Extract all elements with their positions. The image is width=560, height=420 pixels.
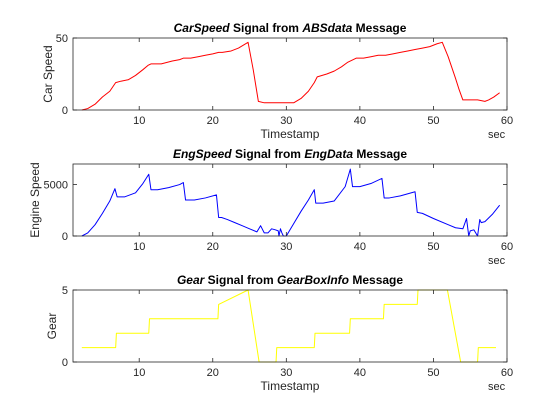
title-part: EngSpeed (173, 147, 232, 161)
y-tick-label: 5 (62, 285, 68, 297)
subplot-engine-speed: EngSpeed Signal from EngData Message 10 2… (28, 147, 513, 267)
x-tick-label: 40 (354, 241, 366, 253)
axes-box (72, 289, 508, 363)
x-tick-label: 10 (133, 241, 145, 253)
x-unit-label: sec (488, 129, 506, 141)
x-tick-label: 40 (354, 115, 366, 127)
x-tick-label: 30 (280, 367, 292, 379)
title-part: GearBoxInfo (277, 273, 349, 287)
title-part: CarSpeed (174, 21, 231, 35)
title-part: Signal from (204, 273, 277, 287)
x-tick-label: 60 (501, 241, 513, 253)
x-tick-label: 20 (207, 367, 219, 379)
x-tick-label: 50 (427, 241, 439, 253)
y-tick-label: 50 (56, 33, 68, 45)
series-line-0 (81, 168, 501, 237)
x-tick-label: 50 (427, 115, 439, 127)
x-tick-label: 30 (280, 241, 292, 253)
x-tick-label: 30 (280, 115, 292, 127)
x-unit-label: sec (488, 255, 506, 267)
y-axis-label: Engine Speed (28, 162, 42, 237)
x-tick-label: 40 (354, 367, 366, 379)
x-axis-label: Timestamp (261, 379, 320, 393)
x-tick-label: 60 (501, 367, 513, 379)
title-part: ABSdata (301, 21, 352, 35)
x-axis-label: Timestamp (261, 127, 320, 141)
series-line-0 (81, 41, 500, 111)
y-tick-label: 0 (62, 231, 68, 243)
chart-title: EngSpeed Signal from EngData Message (173, 147, 407, 161)
title-part: Message (352, 21, 406, 35)
y-tick-label: 5000 (44, 180, 68, 192)
x-tick-label: 20 (207, 241, 219, 253)
title-part: Gear (177, 273, 206, 287)
subplot-gear: Gear Signal from GearBoxInfo Message 10 2… (45, 273, 513, 393)
x-tick-label: 10 (133, 115, 145, 127)
title-part: Message (349, 273, 403, 287)
subplot-car-speed: CarSpeed Signal from ABSdata Message 10 2… (41, 21, 513, 141)
title-part: Signal from (230, 21, 303, 35)
title-part: Message (353, 147, 407, 161)
y-axis-label: Gear (45, 313, 59, 340)
axes-box (72, 163, 508, 237)
x-tick-label: 20 (207, 115, 219, 127)
axes-box (72, 37, 508, 111)
title-part: Signal from (232, 147, 305, 161)
x-tick-label: 10 (133, 367, 145, 379)
x-tick-label: 60 (501, 115, 513, 127)
y-tick-label: 0 (62, 357, 68, 369)
chart-title: CarSpeed Signal from ABSdata Message (174, 21, 407, 35)
chart-title: Gear Signal from GearBoxInfo Message (177, 273, 403, 287)
x-unit-label: sec (488, 381, 506, 393)
y-tick-label: 0 (62, 105, 68, 117)
x-tick-label: 50 (427, 367, 439, 379)
title-part: EngData (304, 147, 353, 161)
y-axis-label: Car Speed (41, 45, 55, 102)
